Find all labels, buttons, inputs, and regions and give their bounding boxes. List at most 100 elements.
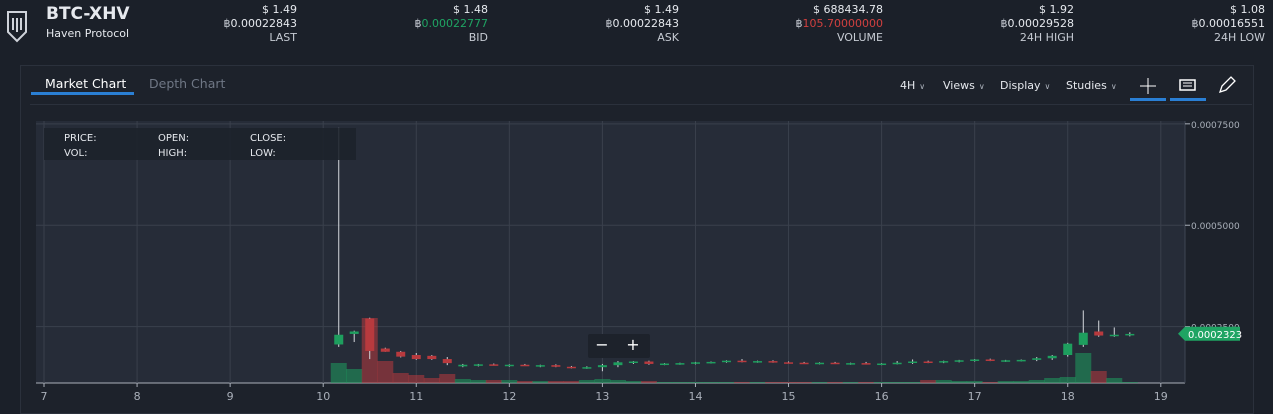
volume-bar — [346, 369, 363, 383]
candle-body — [520, 364, 530, 367]
btc-price: ฿0.00029528 — [1001, 17, 1074, 31]
draw-tool[interactable] — [1218, 76, 1236, 94]
tab[interactable]: Market Chart — [45, 76, 127, 91]
volume-bar — [516, 381, 533, 383]
candle-body — [644, 361, 654, 364]
info-label: HIGH: — [158, 148, 187, 159]
stat-label: VOLUME — [836, 31, 883, 44]
candle-body — [628, 361, 638, 364]
volume-bar — [671, 382, 688, 383]
comment-tool[interactable] — [1170, 79, 1206, 101]
volume-bar — [935, 380, 952, 383]
info-label: VOL: — [64, 148, 87, 159]
candle-body — [613, 362, 623, 366]
candle-body — [954, 360, 964, 362]
btc-price: ฿0.00016551 — [1192, 17, 1265, 31]
candle-body — [334, 334, 344, 345]
currency-symbol: ฿ — [1191, 17, 1199, 30]
volume-bar — [594, 379, 611, 383]
candle-body — [1125, 333, 1135, 336]
candle-body — [411, 355, 421, 360]
dropdown[interactable]: 4H ∨ — [900, 79, 925, 92]
volume-bar — [470, 380, 487, 383]
usd-price: $ 1.08 — [1230, 3, 1265, 16]
volume-bar — [563, 381, 580, 383]
candle-body — [799, 362, 809, 365]
candle-body — [830, 362, 840, 365]
volume-bar — [392, 373, 409, 383]
candle-body — [768, 361, 778, 363]
btc-value: 0.00022777 — [421, 17, 488, 30]
info-label: OPEN: — [158, 133, 189, 144]
volume-bar — [997, 381, 1014, 383]
x-tick-label: 15 — [782, 390, 796, 403]
x-tick-label: 14 — [688, 390, 702, 403]
volume-bar — [408, 375, 425, 383]
candle-body — [1047, 355, 1057, 359]
dropdown[interactable]: Studies ∨ — [1066, 79, 1117, 92]
candle-body — [1063, 343, 1073, 356]
candle-body — [1078, 332, 1088, 345]
candle-body — [908, 361, 918, 364]
volume-bar — [1106, 378, 1123, 383]
x-tick-label: 11 — [409, 390, 423, 403]
candle-body — [535, 365, 545, 367]
candle-body — [1032, 358, 1042, 360]
candle-body — [1001, 360, 1011, 362]
currency-symbol: ฿ — [795, 17, 803, 30]
candle-body — [349, 331, 359, 334]
stat: $ 1.49 ฿0.00022843 ASK — [606, 3, 679, 45]
volume-bar — [485, 380, 502, 383]
volume-bar — [1121, 382, 1138, 383]
tab-underline — [31, 92, 134, 95]
candle-body — [923, 361, 933, 364]
dropdown[interactable]: Views ∨ — [943, 79, 985, 92]
last-price-label: 0.0002323 — [1188, 330, 1242, 341]
candle-body — [1016, 359, 1026, 362]
zoom-in[interactable]: + — [626, 335, 639, 354]
stat-label: LAST — [269, 31, 297, 44]
tab[interactable]: Depth Chart — [149, 76, 226, 91]
btc-price: ฿0.00022777 — [415, 17, 488, 31]
dropdown-label: Display — [1000, 79, 1041, 92]
stat: $ 688434.78 ฿105.70000000 VOLUME — [796, 3, 883, 45]
volume-bar — [966, 381, 983, 383]
coin-name: Haven Protocol — [46, 27, 130, 40]
volume-bar — [547, 381, 564, 383]
y-tick-label: 0.0007500 — [1191, 121, 1240, 131]
btc-price: ฿0.00022843 — [224, 17, 297, 31]
candle-body — [458, 364, 468, 367]
btc-price: ฿105.70000000 — [796, 17, 883, 31]
btc-value: 0.00016551 — [1198, 17, 1265, 30]
volume-bar — [640, 381, 657, 383]
candle-body — [473, 364, 483, 366]
zoom-out[interactable]: − — [595, 335, 608, 354]
volume-bar — [1028, 380, 1045, 383]
stat-label: ASK — [657, 31, 679, 44]
candle-body — [489, 364, 499, 366]
candle-body — [985, 359, 995, 361]
divider — [30, 104, 1252, 105]
candle-body — [706, 361, 716, 364]
dropdown-caret: ∨ — [978, 82, 985, 91]
x-tick-label: 19 — [1154, 390, 1168, 403]
candle-body — [551, 365, 561, 367]
candle-body — [815, 362, 825, 365]
stat-label: BID — [468, 31, 488, 44]
dropdown[interactable]: Display ∨ — [1000, 79, 1050, 92]
volume-bar — [889, 382, 906, 383]
crosshair-tool[interactable] — [1130, 78, 1166, 101]
volume-bar — [904, 382, 921, 383]
usd-price: $ 1.49 — [644, 3, 679, 16]
currency-symbol: ฿ — [414, 17, 422, 30]
candle-body — [427, 355, 437, 360]
volume-bar — [439, 374, 456, 383]
stat: $ 1.49 ฿0.00022843 LAST — [224, 3, 297, 45]
volume-bar — [1013, 381, 1030, 383]
volume-bar — [578, 380, 595, 383]
candle-body — [380, 348, 390, 352]
stat: $ 1.92 ฿0.00029528 24H HIGH — [1001, 3, 1074, 45]
dropdown-caret: ∨ — [1110, 82, 1117, 91]
candle-body — [566, 366, 576, 369]
usd-price: $ 1.48 — [453, 3, 488, 16]
